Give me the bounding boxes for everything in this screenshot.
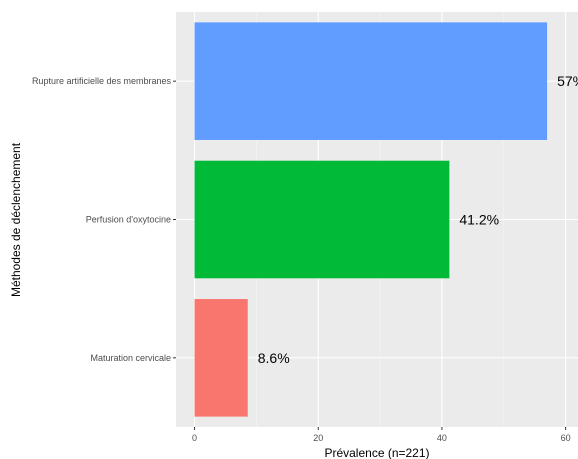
bar	[194, 299, 248, 417]
x-tick-label: 40	[437, 433, 447, 443]
x-tick-label: 20	[313, 433, 323, 443]
bar	[194, 22, 548, 140]
bar-value-label: 8.6%	[258, 350, 290, 366]
x-axis-title: Prévalence (n=221)	[324, 446, 429, 459]
x-tick-label: 60	[561, 433, 571, 443]
bar-value-label: 57%	[557, 73, 578, 89]
data-labels: 57% 41.2% 8.6%	[258, 73, 578, 366]
bar-value-label: 41.2%	[459, 212, 499, 228]
bar	[194, 160, 450, 279]
y-axis-title: Méthodes de déclenchement	[9, 142, 23, 297]
y-tick-label: Maturation cervicale	[90, 353, 171, 363]
y-tick-label: Perfusion d'oxytocine	[86, 215, 171, 225]
y-axis: Rupture artificielle des membranes Perfus…	[32, 76, 176, 363]
x-tick-label: 0	[192, 433, 197, 443]
y-tick-label: Rupture artificielle des membranes	[32, 76, 172, 86]
bars	[194, 22, 548, 417]
x-axis: 0 20 40 60	[192, 427, 571, 443]
